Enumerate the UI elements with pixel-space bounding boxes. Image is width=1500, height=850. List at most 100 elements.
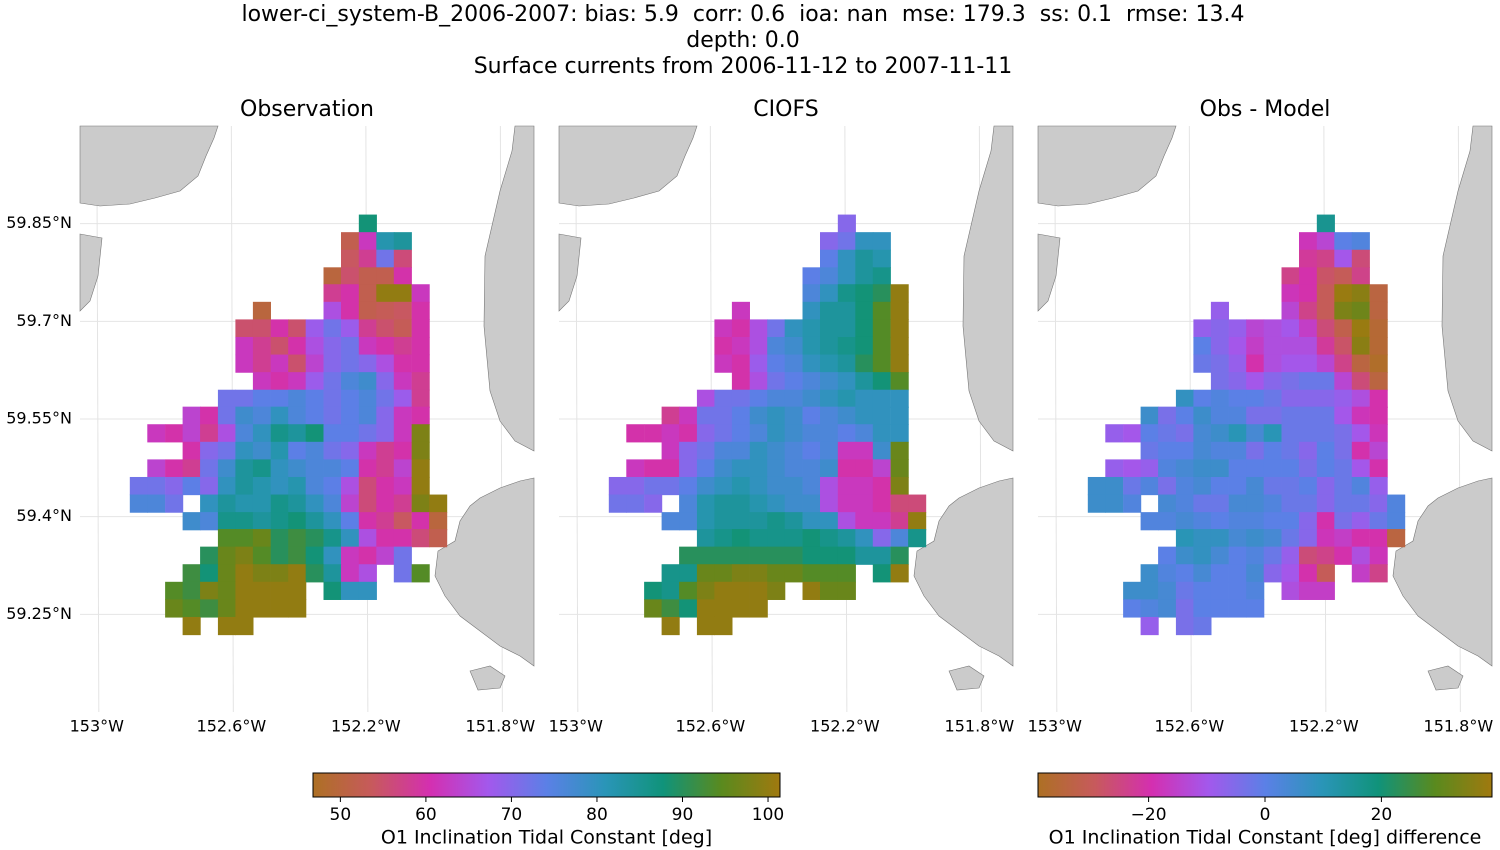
grid-cell xyxy=(1316,232,1335,251)
grid-cell xyxy=(1193,512,1212,531)
grid-cell xyxy=(749,512,768,531)
grid-cell xyxy=(749,546,768,565)
grid-cell xyxy=(855,529,874,548)
grid-cell xyxy=(1175,581,1195,600)
grid-cell xyxy=(393,406,412,425)
grid-cell xyxy=(749,529,768,548)
grid-cell xyxy=(270,529,289,548)
grid-cell xyxy=(1334,546,1353,565)
grid-cell xyxy=(358,406,377,425)
grid-cell xyxy=(802,267,821,286)
grid-cell xyxy=(288,581,307,600)
grid-cell xyxy=(1281,389,1300,408)
grid-cell xyxy=(890,564,909,583)
grid-cell xyxy=(1369,441,1388,460)
grid-cell xyxy=(1263,546,1282,565)
grid-cell xyxy=(679,546,698,565)
grid-cell xyxy=(1210,459,1229,478)
grid-cell xyxy=(749,389,768,408)
grid-cell xyxy=(731,546,750,565)
x-tick-label: 152.6°W xyxy=(676,717,746,736)
grid-cell xyxy=(872,301,891,321)
grid-cell xyxy=(767,581,786,600)
grid-cell xyxy=(1351,494,1370,513)
grid-cell xyxy=(288,319,307,338)
grid-cell xyxy=(872,249,891,268)
grid-cell xyxy=(820,249,839,268)
grid-cell xyxy=(661,476,680,496)
grid-cell xyxy=(1175,616,1195,636)
grid-cell xyxy=(270,406,289,425)
grid-cell xyxy=(872,546,891,565)
grid-cell xyxy=(1193,546,1212,565)
grid-cell xyxy=(217,512,237,531)
colorbar-tick-label: −20 xyxy=(1131,805,1167,825)
grid-cell xyxy=(270,389,289,408)
grid-cell xyxy=(1351,372,1370,391)
grid-cell xyxy=(1281,336,1300,356)
grid-cell xyxy=(358,564,377,583)
grid-cell xyxy=(802,564,821,583)
grid-cell xyxy=(252,372,271,391)
grid-cell xyxy=(872,476,891,496)
grid-cell xyxy=(1246,564,1265,583)
grid-cell xyxy=(411,512,430,531)
grid-cell xyxy=(1281,564,1300,583)
grid-cell xyxy=(1158,494,1177,513)
grid-cell xyxy=(696,406,716,425)
grid-cell xyxy=(837,389,856,408)
grid-cell xyxy=(1316,459,1335,478)
grid-cell xyxy=(1316,249,1335,268)
grid-cell xyxy=(820,354,839,373)
grid-cell xyxy=(358,372,377,391)
grid-cell xyxy=(696,529,716,548)
grid-cell xyxy=(1351,546,1370,565)
coastline xyxy=(558,125,698,207)
grid-cell xyxy=(323,284,342,303)
grid-cell xyxy=(837,581,856,600)
grid-cell xyxy=(1210,494,1229,513)
grid-cell xyxy=(1316,406,1335,425)
grid-cell xyxy=(411,564,430,583)
grid-cell xyxy=(1193,599,1212,618)
grid-cell xyxy=(376,424,395,443)
grid-cell xyxy=(837,441,856,460)
grid-cell xyxy=(323,441,342,460)
grid-cell xyxy=(802,424,821,443)
grid-cell xyxy=(393,494,412,513)
grid-cell xyxy=(837,372,856,391)
grid-cell xyxy=(270,494,289,513)
grid-cell xyxy=(1246,581,1265,600)
grid-cell xyxy=(1228,354,1247,373)
grid-cell xyxy=(1316,267,1335,286)
grid-cell xyxy=(784,546,803,565)
grid-cell xyxy=(288,529,307,548)
grid-cell xyxy=(1369,354,1388,373)
grid-cell xyxy=(1087,494,1106,513)
grid-cell xyxy=(376,441,395,460)
grid-cell xyxy=(1351,354,1370,373)
grid-cell xyxy=(1246,319,1265,338)
x-tick-label: 153°W xyxy=(549,717,604,736)
grid-cell xyxy=(288,336,307,356)
grid-cell xyxy=(1299,546,1318,565)
grid-cell xyxy=(731,441,750,460)
grid-cell xyxy=(837,564,856,583)
grid-cell xyxy=(1299,319,1318,338)
grid-cell xyxy=(358,232,377,251)
grid-cell xyxy=(696,441,716,460)
grid-cell xyxy=(1228,512,1247,531)
grid-cell xyxy=(802,459,821,478)
x-tick-label: 153°W xyxy=(1028,717,1083,736)
grid-cell xyxy=(1105,459,1124,478)
grid-cell xyxy=(679,494,698,513)
grid-cell xyxy=(1334,406,1353,425)
grid-cell xyxy=(820,372,839,391)
grid-cell xyxy=(802,284,821,303)
grid-cell xyxy=(679,512,698,531)
grid-cell xyxy=(749,459,768,478)
grid-cell xyxy=(1351,232,1370,251)
grid-cell xyxy=(644,476,663,496)
grid-cell xyxy=(837,354,856,373)
grid-cell xyxy=(235,476,254,496)
